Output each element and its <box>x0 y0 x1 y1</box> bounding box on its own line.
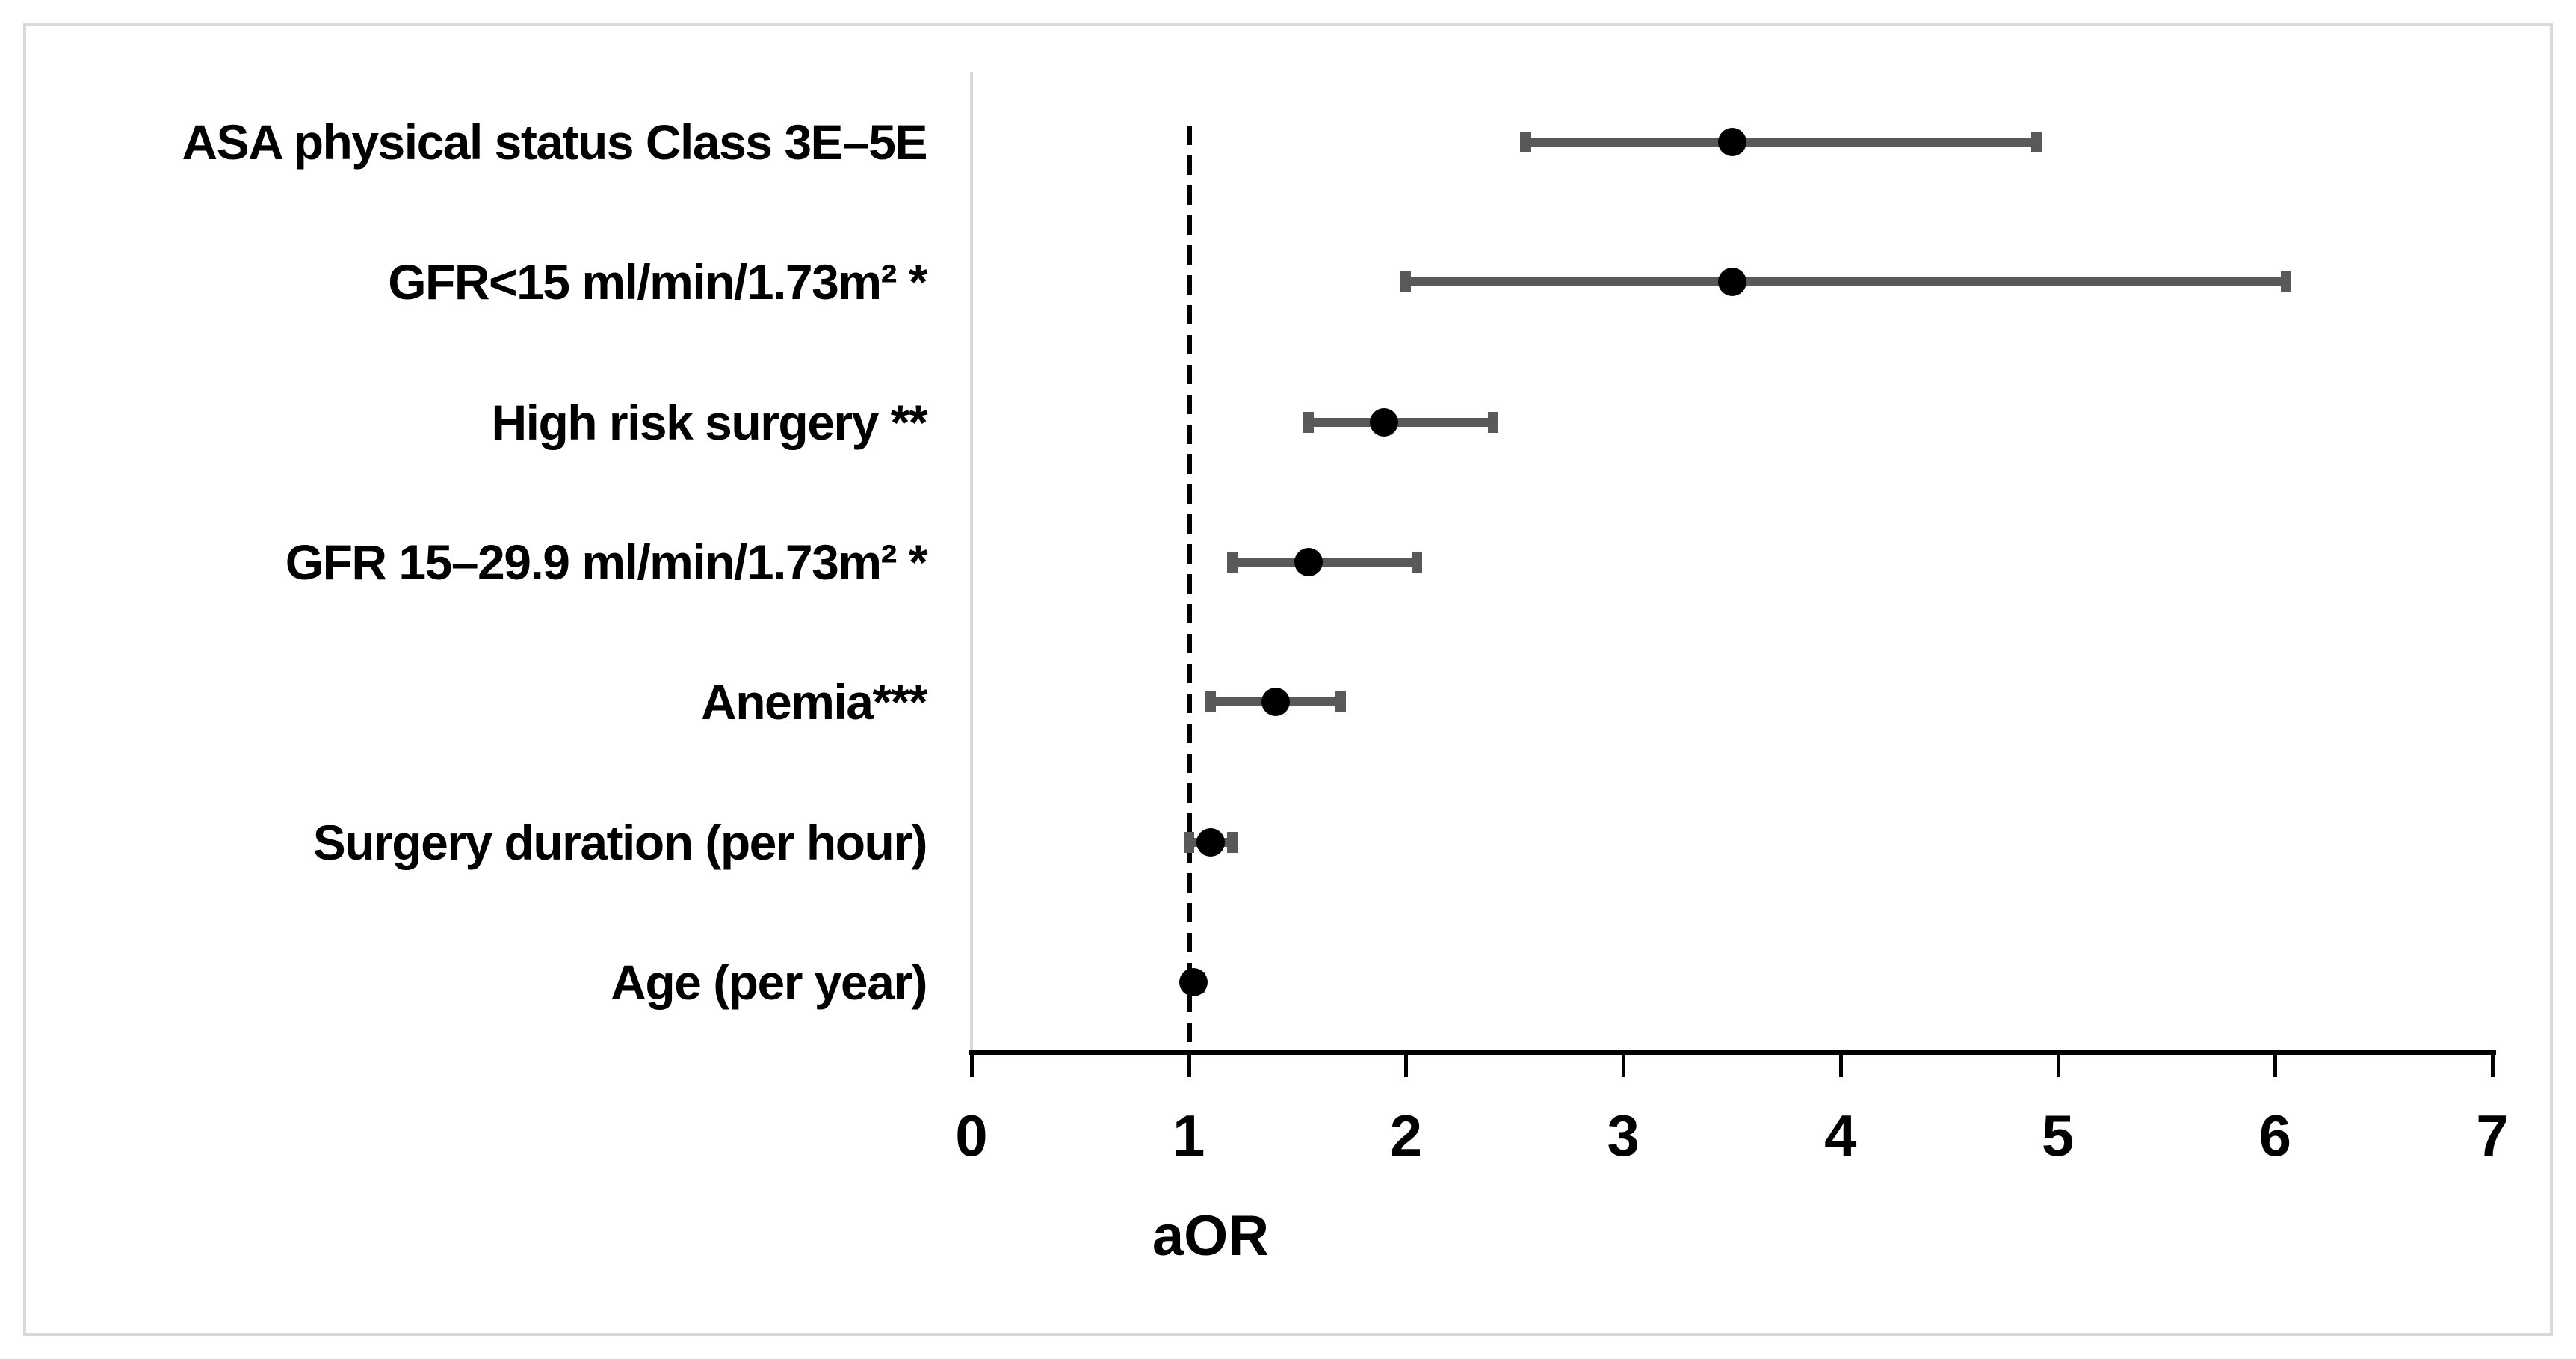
category-label: GFR 15–29.9 ml/min/1.73m² * <box>285 534 928 590</box>
ci-bar <box>1525 137 2036 147</box>
x-tick-label: 4 <box>1824 1103 1857 1168</box>
figure-border <box>23 23 2553 1336</box>
x-tick-label: 1 <box>1173 1103 1205 1168</box>
category-label: Anemia*** <box>701 674 927 730</box>
x-axis-tick <box>1838 1053 1843 1077</box>
ci-bar <box>1232 558 1417 567</box>
x-tick-label: 7 <box>2476 1103 2509 1168</box>
point-estimate-dot <box>1179 968 1208 997</box>
ci-cap-low <box>1303 411 1314 433</box>
point-estimate-dot <box>1717 268 1746 297</box>
ci-cap-high <box>1335 691 1347 713</box>
reference-line <box>1186 126 1192 1053</box>
ci-cap-low <box>1226 552 1238 573</box>
category-label: Age (per year) <box>611 955 927 1011</box>
ci-cap-high <box>1226 831 1238 853</box>
x-axis-title: aOR <box>1152 1204 1270 1268</box>
y-axis-line <box>970 72 973 1053</box>
ci-cap-low <box>1520 131 1531 152</box>
x-axis-tick <box>1187 1053 1191 1077</box>
x-tick-label: 3 <box>1607 1103 1640 1168</box>
x-axis-tick <box>2273 1053 2278 1077</box>
category-label: Surgery duration (per hour) <box>312 814 928 870</box>
point-estimate-dot <box>1717 127 1746 156</box>
x-tick-label: 6 <box>2258 1103 2291 1168</box>
point-estimate-dot <box>1294 548 1323 576</box>
x-axis-tick <box>1622 1053 1626 1077</box>
x-axis-tick <box>2491 1053 2495 1077</box>
ci-cap-high <box>2030 131 2042 152</box>
ci-cap-low <box>1183 831 1194 853</box>
ci-bar <box>1406 277 2286 287</box>
ci-cap-low <box>1400 271 1412 293</box>
x-tick-label: 0 <box>955 1103 988 1168</box>
x-tick-label: 2 <box>1389 1103 1423 1168</box>
x-tick-label: 5 <box>2041 1103 2075 1168</box>
ci-bar <box>1308 417 1493 427</box>
x-axis-tick <box>1404 1053 1409 1077</box>
x-axis-line <box>969 1050 2496 1055</box>
category-label: ASA physical status Class 3E–5E <box>182 114 927 170</box>
category-label: GFR<15 ml/min/1.73m² * <box>388 254 927 310</box>
point-estimate-dot <box>1196 828 1225 857</box>
ci-cap-low <box>1205 691 1216 713</box>
ci-cap-high <box>2280 271 2291 293</box>
ci-cap-high <box>1411 552 1422 573</box>
x-axis-tick <box>2056 1053 2060 1077</box>
ci-cap-high <box>1487 411 1498 433</box>
x-axis-tick <box>970 1053 974 1077</box>
category-label: High risk surgery ** <box>491 394 927 450</box>
point-estimate-dot <box>1261 688 1290 717</box>
point-estimate-dot <box>1370 407 1399 437</box>
